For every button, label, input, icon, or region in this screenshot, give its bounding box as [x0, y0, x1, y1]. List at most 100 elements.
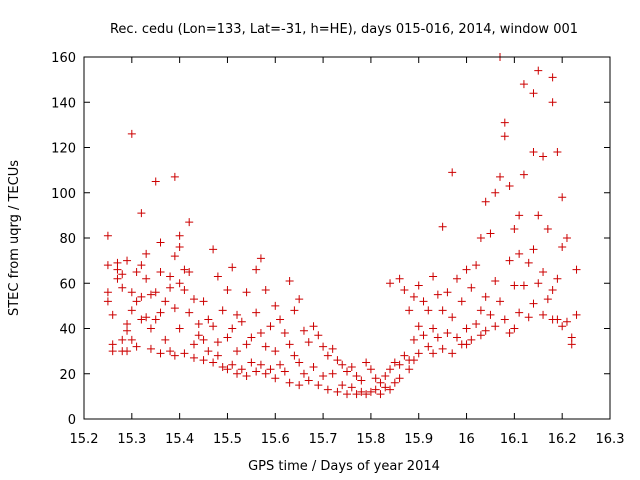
- axis-ticks: 15.2 15.3 15.4 15.5 15.6 15.7 15.8 15.9 16 16.1 16…: [51, 51, 624, 447]
- data-point-220: [500, 315, 509, 324]
- data-point-15: [123, 319, 132, 328]
- data-point-143: [352, 372, 361, 381]
- data-point-38: [156, 238, 165, 247]
- data-point-145: [357, 376, 366, 385]
- x-tick-label: 15.3: [117, 432, 146, 447]
- data-point-28: [137, 315, 146, 324]
- data-point-142: [347, 383, 356, 392]
- data-point-46: [166, 347, 175, 356]
- data-point-69: [204, 315, 213, 324]
- data-point-66: [199, 297, 208, 306]
- data-point-203: [472, 319, 481, 328]
- data-point-53: [175, 279, 184, 288]
- data-point-131: [323, 351, 332, 360]
- y-tick-label: 0: [68, 413, 76, 428]
- data-point-109: [276, 315, 285, 324]
- data-point-16: [123, 326, 132, 335]
- data-point-72: [209, 322, 218, 331]
- data-point-176: [419, 297, 428, 306]
- data-point-35: [151, 177, 160, 186]
- data-point-113: [285, 276, 294, 285]
- data-point-259: [567, 333, 576, 342]
- data-point-134: [328, 369, 337, 378]
- data-point-27: [137, 292, 146, 301]
- data-point-201: [467, 335, 476, 344]
- data-point-17: [123, 347, 132, 356]
- data-point-244: [539, 310, 548, 319]
- x-tick-label: 16.2: [548, 432, 577, 447]
- data-point-229: [515, 308, 524, 317]
- data-point-139: [343, 367, 351, 376]
- data-point-241: [534, 279, 543, 288]
- data-point-105: [266, 365, 275, 374]
- data-point-217: [496, 297, 505, 306]
- data-point-63: [189, 353, 198, 362]
- data-point-37: [151, 315, 160, 324]
- data-point-200: [467, 283, 476, 292]
- data-point-218: [500, 118, 509, 127]
- data-point-116: [290, 306, 299, 315]
- data-point-71: [209, 245, 218, 254]
- data-point-106: [271, 301, 280, 310]
- data-point-192: [448, 349, 457, 358]
- data-point-5: [108, 347, 117, 356]
- data-point-43: [161, 335, 170, 344]
- data-point-21: [127, 335, 136, 344]
- data-point-133: [328, 344, 337, 353]
- data-point-157: [386, 279, 395, 288]
- data-point-182: [429, 349, 438, 358]
- data-point-2: [103, 288, 112, 297]
- data-point-31: [142, 313, 151, 322]
- data-point-233: [524, 258, 533, 267]
- data-point-90: [242, 288, 251, 297]
- y-tick-label: 80: [59, 232, 76, 247]
- data-point-32: [146, 290, 155, 299]
- data-point-41: [156, 349, 165, 358]
- data-point-115: [285, 378, 294, 387]
- data-point-6: [108, 310, 117, 319]
- chart-title: Rec. cedu (Lon=133, Lat=-31, h=HE), days…: [110, 22, 578, 37]
- data-point-73: [209, 358, 218, 367]
- data-point-3: [103, 297, 112, 306]
- x-tick-label: 15.5: [213, 432, 242, 447]
- data-point-18: [127, 129, 136, 138]
- data-point-58: [185, 218, 194, 227]
- data-point-207: [481, 197, 490, 206]
- data-point-129: [319, 342, 328, 351]
- data-point-158: [386, 365, 395, 374]
- data-point-193: [452, 274, 461, 283]
- x-tick-label: 15.4: [165, 432, 194, 447]
- data-point-123: [304, 338, 313, 347]
- data-point-180: [429, 272, 438, 281]
- data-point-247: [548, 73, 557, 82]
- x-tick-label: 15.7: [309, 432, 338, 447]
- data-point-243: [539, 267, 548, 276]
- data-point-126: [309, 362, 318, 371]
- data-point-194: [452, 333, 461, 342]
- data-point-221: [505, 181, 514, 190]
- x-axis-label: GPS time / Days of year 2014: [248, 459, 440, 474]
- data-point-178: [424, 306, 433, 315]
- data-point-177: [419, 331, 428, 340]
- data-point-254: [558, 193, 567, 202]
- data-point-102: [261, 342, 270, 351]
- data-point-234: [524, 313, 533, 322]
- x-tick-label: 15.2: [70, 432, 99, 447]
- data-point-226: [510, 324, 519, 333]
- data-point-225: [510, 281, 519, 290]
- data-point-128: [314, 381, 323, 390]
- data-point-4: [108, 340, 117, 349]
- data-point-235: [529, 89, 538, 98]
- data-point-20: [127, 306, 136, 315]
- data-point-0: [103, 231, 112, 240]
- data-point-125: [309, 322, 318, 331]
- data-point-112: [280, 367, 289, 376]
- y-tick-label: 20: [59, 368, 76, 383]
- data-point-167: [405, 306, 414, 315]
- data-point-103: [261, 369, 270, 378]
- data-point-237: [529, 245, 538, 254]
- data-point-117: [290, 351, 299, 360]
- plot-frame: [83, 56, 611, 420]
- data-point-36: [151, 288, 160, 297]
